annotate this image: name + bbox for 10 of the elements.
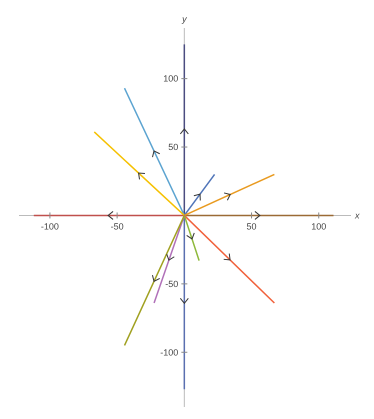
x-tick-label: 100 <box>311 221 326 232</box>
y-axis-title: y <box>181 14 188 24</box>
y-tick-label: -100 <box>160 347 178 358</box>
x-tick-label: 50 <box>246 221 257 232</box>
x-axis-title: x <box>354 210 360 220</box>
x-tick-label: -50 <box>110 221 124 232</box>
x-tick-label: -100 <box>40 221 59 232</box>
y-tick-label: 100 <box>163 74 178 84</box>
y-tick-label: -50 <box>165 278 178 289</box>
y-tick-label: 50 <box>168 142 178 152</box>
